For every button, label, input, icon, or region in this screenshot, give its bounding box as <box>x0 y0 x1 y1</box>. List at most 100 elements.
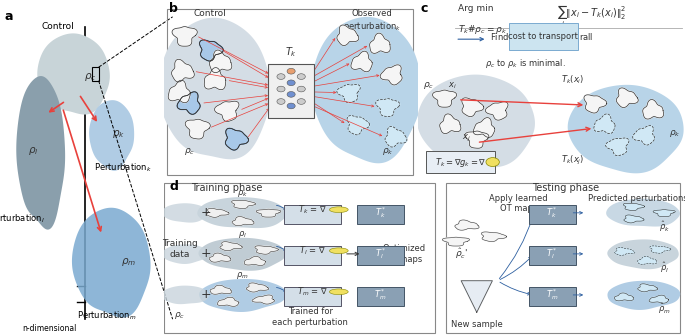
Polygon shape <box>473 118 495 137</box>
Text: Perturbation$_l$: Perturbation$_l$ <box>0 212 45 225</box>
Polygon shape <box>649 295 669 303</box>
Circle shape <box>287 80 295 86</box>
Polygon shape <box>197 197 287 228</box>
Polygon shape <box>347 116 370 135</box>
Text: $\hat{\rho}_m$: $\hat{\rho}_m$ <box>658 302 671 317</box>
Polygon shape <box>461 281 493 312</box>
Polygon shape <box>370 33 390 53</box>
Polygon shape <box>351 51 372 72</box>
Text: space: space <box>38 334 60 336</box>
Polygon shape <box>199 40 223 61</box>
Polygon shape <box>638 284 658 292</box>
Text: $T_k$ = $\nabla$: $T_k$ = $\nabla$ <box>299 203 327 216</box>
FancyBboxPatch shape <box>509 23 578 50</box>
Circle shape <box>297 74 306 79</box>
Text: $\rho_m$: $\rho_m$ <box>236 270 249 282</box>
Polygon shape <box>462 98 484 117</box>
Polygon shape <box>417 75 535 167</box>
Circle shape <box>287 103 295 109</box>
Polygon shape <box>225 128 249 150</box>
Polygon shape <box>385 126 407 147</box>
Polygon shape <box>482 232 507 242</box>
Polygon shape <box>638 256 657 264</box>
Text: New sample: New sample <box>451 320 503 329</box>
Polygon shape <box>169 80 190 103</box>
Text: $\rho_c$: $\rho_c$ <box>84 71 97 83</box>
Text: $\rho_l$: $\rho_l$ <box>27 145 38 157</box>
Text: $T_k^*$: $T_k^*$ <box>375 205 386 220</box>
Text: $\hat{\rho}_c$': $\hat{\rho}_c$' <box>455 247 468 261</box>
Text: Perturbation$_k$: Perturbation$_k$ <box>95 162 152 174</box>
Circle shape <box>486 158 499 167</box>
Circle shape <box>329 207 348 212</box>
Polygon shape <box>568 85 684 173</box>
Text: d: d <box>170 180 179 193</box>
Bar <box>92 67 99 81</box>
Text: $T_l^*$: $T_l^*$ <box>547 246 558 261</box>
Text: $\rho_l$: $\rho_l$ <box>238 229 247 241</box>
FancyBboxPatch shape <box>284 205 341 224</box>
Text: $\rho_c$: $\rho_c$ <box>184 146 195 157</box>
Text: $\rho_c$: $\rho_c$ <box>423 80 434 91</box>
Polygon shape <box>594 114 615 134</box>
Text: Optimized
OT maps: Optimized OT maps <box>382 244 425 263</box>
Polygon shape <box>162 286 209 304</box>
FancyBboxPatch shape <box>529 205 575 224</box>
FancyBboxPatch shape <box>269 64 314 118</box>
Polygon shape <box>337 25 359 45</box>
Circle shape <box>287 69 295 74</box>
Polygon shape <box>337 84 360 102</box>
Polygon shape <box>247 283 269 292</box>
Polygon shape <box>255 246 278 254</box>
Polygon shape <box>608 239 679 269</box>
Polygon shape <box>162 203 208 223</box>
Text: Arg min: Arg min <box>458 4 493 12</box>
Circle shape <box>297 99 306 104</box>
Polygon shape <box>486 102 508 120</box>
Polygon shape <box>16 76 65 229</box>
Text: $T_k$: $T_k$ <box>285 45 297 59</box>
Polygon shape <box>455 220 479 230</box>
Text: Testing phase: Testing phase <box>532 183 599 193</box>
FancyBboxPatch shape <box>529 246 575 265</box>
Text: +: + <box>201 288 212 301</box>
Text: Control: Control <box>194 9 227 18</box>
Text: Trained for
each perturbation: Trained for each perturbation <box>272 307 348 327</box>
Polygon shape <box>443 237 469 246</box>
Text: $T_m^*$: $T_m^*$ <box>374 288 386 302</box>
Polygon shape <box>633 126 655 145</box>
Polygon shape <box>177 92 200 114</box>
Circle shape <box>277 99 285 104</box>
Text: b: b <box>169 2 178 15</box>
Text: Observed
perturbation$_k$: Observed perturbation$_k$ <box>343 9 401 33</box>
Text: $T_m^*$: $T_m^*$ <box>546 288 558 302</box>
Text: Training
data: Training data <box>162 240 198 259</box>
Polygon shape <box>72 208 151 318</box>
Polygon shape <box>653 210 675 217</box>
Polygon shape <box>465 131 489 148</box>
Polygon shape <box>217 297 239 306</box>
Text: Predicted perturbations: Predicted perturbations <box>588 194 685 203</box>
Text: $\rho_c$: $\rho_c$ <box>175 310 186 321</box>
Polygon shape <box>252 295 275 304</box>
Text: $x_j$: $x_j$ <box>462 133 471 144</box>
Polygon shape <box>162 244 208 264</box>
Text: +: + <box>201 206 212 219</box>
Text: Control: Control <box>41 23 74 31</box>
Text: Perturbation$_m$: Perturbation$_m$ <box>77 309 136 322</box>
Polygon shape <box>232 200 256 209</box>
Polygon shape <box>440 114 461 133</box>
Polygon shape <box>376 99 399 117</box>
Polygon shape <box>158 18 271 159</box>
Text: $T_k \# \rho_c = \rho_k$: $T_k \# \rho_c = \rho_k$ <box>458 23 507 36</box>
FancyBboxPatch shape <box>357 246 404 265</box>
Polygon shape <box>204 68 226 90</box>
Text: $\sum_i \left\| x_i - T_k(x_i) \right\|_2^2$: $\sum_i \left\| x_i - T_k(x_i) \right\|_… <box>557 4 626 29</box>
Polygon shape <box>210 50 232 73</box>
Polygon shape <box>172 27 197 46</box>
Polygon shape <box>312 17 422 163</box>
FancyBboxPatch shape <box>284 246 341 265</box>
FancyBboxPatch shape <box>357 205 404 224</box>
Polygon shape <box>608 281 680 310</box>
Text: $T_k^*$: $T_k^*$ <box>547 205 558 220</box>
